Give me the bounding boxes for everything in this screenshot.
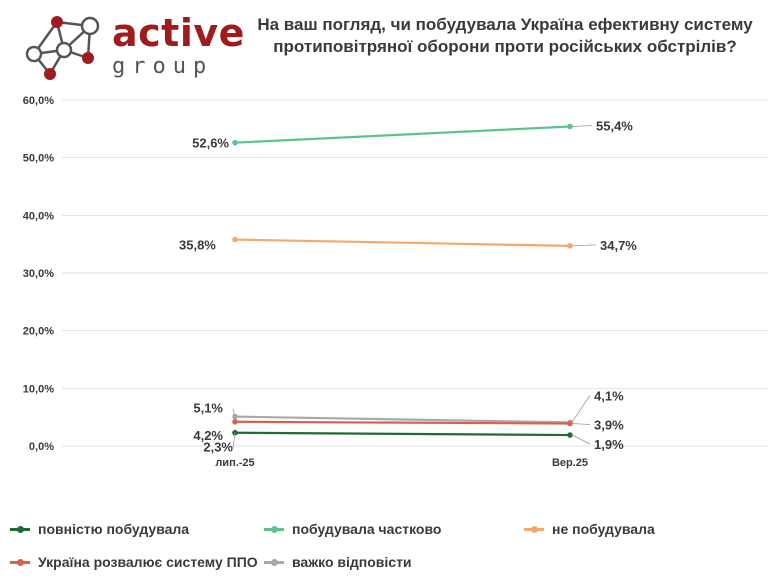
y-tick-label: 60,0% bbox=[23, 95, 54, 107]
data-label: 55,4% bbox=[596, 119, 633, 134]
label-leader bbox=[232, 432, 236, 448]
logo-subtitle: group bbox=[112, 54, 214, 79]
data-point bbox=[232, 418, 238, 425]
legend-item: не побудувала bbox=[524, 521, 655, 537]
y-tick-label: 30,0% bbox=[23, 268, 54, 280]
legend-label: не побудувала bbox=[552, 521, 655, 537]
data-label: 5,1% bbox=[193, 401, 223, 416]
legend-marker-icon bbox=[10, 558, 30, 566]
data-label: 4,1% bbox=[594, 388, 624, 403]
legend-label: побудувала частково bbox=[292, 521, 442, 537]
label-leader bbox=[571, 395, 591, 423]
data-label: 35,8% bbox=[179, 238, 216, 253]
series-line bbox=[234, 125, 571, 144]
logo-wordmark: active bbox=[112, 11, 245, 55]
data-point bbox=[567, 432, 573, 438]
x-tick-label: лип.-25 bbox=[215, 457, 254, 469]
series-line bbox=[234, 431, 571, 437]
data-point bbox=[232, 139, 238, 146]
data-label: 34,7% bbox=[600, 238, 637, 253]
legend-marker-icon bbox=[264, 558, 284, 566]
legend-label: Україна розвалює систему ППО bbox=[38, 554, 258, 570]
data-point bbox=[232, 236, 238, 243]
data-label: 52,6% bbox=[192, 136, 229, 151]
label-leader bbox=[571, 423, 591, 425]
legend-item: Україна розвалює систему ППО bbox=[10, 554, 258, 570]
legend-item: побудувала частково bbox=[264, 521, 441, 537]
y-tick-label: 20,0% bbox=[23, 326, 54, 338]
label-leader bbox=[571, 244, 597, 247]
legend-marker-icon bbox=[524, 525, 544, 533]
y-tick-label: 40,0% bbox=[23, 210, 54, 222]
legend-item: важко відповісти bbox=[264, 554, 412, 570]
label-leader bbox=[571, 125, 593, 127]
data-label: 3,9% bbox=[594, 418, 624, 433]
data-point bbox=[567, 243, 573, 249]
y-tick-label: 10,0% bbox=[23, 383, 54, 395]
legend-marker-icon bbox=[10, 525, 30, 533]
data-label: 4,2% bbox=[193, 428, 223, 443]
series-line bbox=[234, 238, 571, 247]
y-tick-label: 0,0% bbox=[29, 441, 54, 453]
legend-item: повністю побудувала bbox=[10, 521, 189, 537]
series-line bbox=[234, 415, 571, 424]
data-point bbox=[232, 413, 238, 420]
data-point bbox=[567, 420, 573, 427]
network-logo-icon bbox=[25, 16, 100, 80]
label-leader bbox=[571, 434, 591, 445]
label-leader bbox=[232, 408, 236, 417]
x-tick-label: Вер.25 bbox=[552, 457, 588, 469]
data-point bbox=[567, 123, 573, 130]
legend-label: повністю побудувала bbox=[38, 521, 190, 537]
legend-marker-icon bbox=[264, 525, 284, 533]
legend-label: важко відповісти bbox=[292, 554, 412, 570]
data-label: 1,9% bbox=[594, 437, 624, 452]
data-label: 2,3% bbox=[203, 440, 233, 455]
y-tick-label: 50,0% bbox=[23, 153, 54, 165]
series-line bbox=[234, 420, 571, 425]
active-group-logo: active group bbox=[22, 11, 245, 82]
chart-title: На ваш погляд, чи побудувала Україна ефе… bbox=[257, 15, 753, 56]
